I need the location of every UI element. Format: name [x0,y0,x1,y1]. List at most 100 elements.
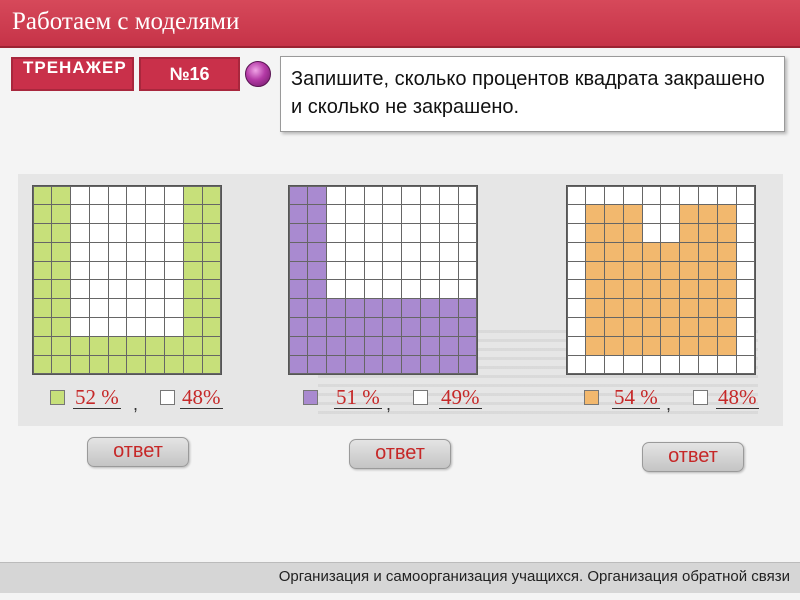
grid-cell-filled [698,298,718,319]
grid-cell-empty [164,185,184,206]
grid-cell-empty [145,241,166,262]
grid-cell-filled [32,185,53,206]
grid-cell-empty [566,241,587,262]
grid-cell-filled [660,279,681,300]
grid-cell-filled [288,185,309,206]
filled-answer: 54 % [612,385,660,409]
grid-cell-filled [641,279,662,300]
grid-cell-empty [145,317,166,337]
grid-cell-filled [182,185,203,206]
grid-cell-empty [164,260,184,281]
grid-cell-empty [420,185,440,206]
grid-model-2 [288,185,478,375]
filled-swatch [303,390,318,405]
grid-cell-filled [51,260,72,281]
grid-cell-empty [107,185,128,206]
grid-cell-empty [420,241,440,262]
grid-cell-empty [438,185,459,206]
grid-cell-filled [585,298,606,319]
grid-cell-filled [660,241,681,262]
grid-cell-empty [164,204,184,225]
grid-cell-filled [288,204,309,225]
grid-cell-empty [735,335,756,356]
grid-cell-filled [51,335,72,356]
task-text: Запишите, сколько процентов квадрата зак… [280,56,785,132]
grid-cell-filled [604,298,624,319]
grid-cell-empty [70,185,90,206]
grid-cell-empty [457,185,478,206]
grid-cell-filled [182,298,203,319]
grid-cell-filled [32,260,53,281]
grid-cell-empty [735,185,756,206]
grid-cell-filled [401,298,422,319]
grid-cell-empty [88,223,109,243]
grid-cell-empty [126,317,147,337]
grid-cell-empty [145,223,166,243]
grid-cell-empty [641,354,662,375]
grid-cell-empty [641,204,662,225]
grid-cell-filled [288,298,309,319]
grid-cell-filled [51,317,72,337]
grid-cell-filled [126,335,147,356]
grid-cell-empty [326,204,346,225]
grid-cell-empty [401,279,422,300]
grid-cell-filled [622,204,643,225]
grid-cell-filled [679,204,700,225]
grid-cell-empty [363,204,384,225]
grid-cell-filled [420,298,440,319]
grid-cell-filled [51,298,72,319]
unfilled-answer: 48% [716,385,759,409]
grid-cell-empty [735,317,756,337]
grid-cell-empty [660,204,681,225]
grid-cell-filled [107,335,128,356]
grid-cell-filled [201,185,222,206]
grid-cell-empty [660,354,681,375]
grid-cell-filled [32,279,53,300]
grid-cell-filled [698,223,718,243]
grid-cell-empty [420,279,440,300]
grid-cell-filled [698,317,718,337]
grid-cell-empty [70,298,90,319]
grid-cell-empty [107,241,128,262]
grid-cell-filled [660,298,681,319]
grid-cell-empty [326,223,346,243]
grid-cell-empty [457,204,478,225]
grid-cell-empty [401,241,422,262]
grid-cell-empty [344,185,365,206]
trainer-badge: ТРЕНАЖЕР [11,57,134,91]
filled-swatch [584,390,599,405]
grid-cell-empty [566,354,587,375]
grid-cell-filled [182,279,203,300]
grid-cell-empty [164,317,184,337]
grid-cell-filled [51,279,72,300]
grid-cell-empty [716,354,737,375]
grid-cell-filled [716,204,737,225]
grid-cell-filled [182,204,203,225]
grid-cell-empty [735,241,756,262]
grid-cell-empty [344,241,365,262]
answer-button-2[interactable]: ответ [349,439,451,469]
grid-cell-filled [382,317,403,337]
grid-cell-empty [107,260,128,281]
empty-swatch [413,390,428,405]
grid-cell-filled [32,223,53,243]
grid-cell-filled [420,335,440,356]
answer-button-3[interactable]: ответ [642,442,744,472]
grid-cell-filled [201,335,222,356]
grid-cell-filled [622,260,643,281]
grid-cell-filled [164,335,184,356]
grid-cell-filled [457,335,478,356]
grid-cell-filled [716,298,737,319]
grid-cell-empty [363,260,384,281]
grid-cell-filled [660,335,681,356]
grid-cell-filled [344,317,365,337]
answer-button-1[interactable]: ответ [87,437,189,467]
grid-cell-empty [363,241,384,262]
grid-cell-empty [326,260,346,281]
grid-cell-empty [457,260,478,281]
grid-cell-empty [735,260,756,281]
grid-cell-filled [201,223,222,243]
grid-cell-filled [716,279,737,300]
grid-cell-empty [145,185,166,206]
grid-cell-filled [438,317,459,337]
